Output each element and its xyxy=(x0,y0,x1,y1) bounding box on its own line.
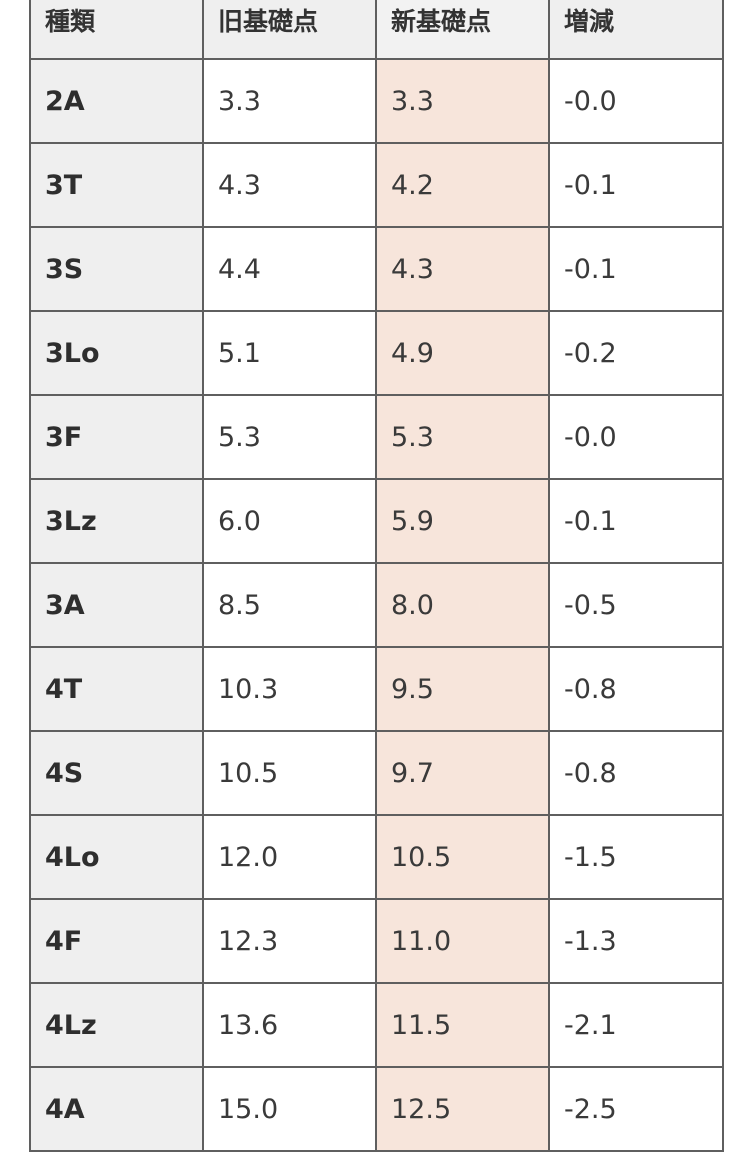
cell-new-base-value: 12.5 xyxy=(375,1066,550,1152)
cell-old-base-value: 8.5 xyxy=(202,562,377,648)
cell-old-base-value: 5.1 xyxy=(202,310,377,396)
table-row: 4Lz 13.6 11.5 -2.1 xyxy=(29,982,724,1068)
cell-type: 4Lz xyxy=(29,982,204,1068)
cell-new-base-value: 10.5 xyxy=(375,814,550,900)
header-old-base-value: 旧基礎点 xyxy=(202,0,377,60)
cell-change: -0.1 xyxy=(548,478,724,564)
table-row: 4Lo 12.0 10.5 -1.5 xyxy=(29,814,724,900)
cell-change: -1.5 xyxy=(548,814,724,900)
table-row: 4S 10.5 9.7 -0.8 xyxy=(29,730,724,816)
cell-type: 3S xyxy=(29,226,204,312)
table-row: 3Lo 5.1 4.9 -0.2 xyxy=(29,310,724,396)
cell-new-base-value: 9.7 xyxy=(375,730,550,816)
table-row: 3T 4.3 4.2 -0.1 xyxy=(29,142,724,228)
cell-new-base-value: 11.0 xyxy=(375,898,550,984)
cell-old-base-value: 3.3 xyxy=(202,58,377,144)
cell-type: 3F xyxy=(29,394,204,480)
cell-new-base-value: 9.5 xyxy=(375,646,550,732)
cell-change: -0.5 xyxy=(548,562,724,648)
cell-type: 3Lo xyxy=(29,310,204,396)
cell-change: -2.1 xyxy=(548,982,724,1068)
cell-type: 2A xyxy=(29,58,204,144)
cell-type: 3T xyxy=(29,142,204,228)
header-new-base-value: 新基礎点 xyxy=(375,0,550,60)
table-header-row: 種類 旧基礎点 新基礎点 増減 xyxy=(29,0,724,60)
table-row: 3S 4.4 4.3 -0.1 xyxy=(29,226,724,312)
cell-new-base-value: 8.0 xyxy=(375,562,550,648)
cell-change: -2.5 xyxy=(548,1066,724,1152)
cell-type: 4A xyxy=(29,1066,204,1152)
cell-type: 3A xyxy=(29,562,204,648)
cell-new-base-value: 5.3 xyxy=(375,394,550,480)
cell-old-base-value: 4.4 xyxy=(202,226,377,312)
cell-new-base-value: 3.3 xyxy=(375,58,550,144)
cell-change: -0.1 xyxy=(548,142,724,228)
cell-new-base-value: 11.5 xyxy=(375,982,550,1068)
cell-change: -0.1 xyxy=(548,226,724,312)
table-body: 2A 3.3 3.3 -0.0 3T 4.3 4.2 -0.1 3S 4.4 4.3 -0.1 3Lo 5… xyxy=(29,58,724,1152)
cell-new-base-value: 4.3 xyxy=(375,226,550,312)
cell-new-base-value: 4.2 xyxy=(375,142,550,228)
cell-old-base-value: 10.5 xyxy=(202,730,377,816)
cell-type: 4S xyxy=(29,730,204,816)
cell-old-base-value: 5.3 xyxy=(202,394,377,480)
cell-change: -0.8 xyxy=(548,730,724,816)
table-row: 4A 15.0 12.5 -2.5 xyxy=(29,1066,724,1152)
header-change: 増減 xyxy=(548,0,724,60)
cell-change: -0.0 xyxy=(548,58,724,144)
cell-new-base-value: 5.9 xyxy=(375,478,550,564)
table-row: 4T 10.3 9.5 -0.8 xyxy=(29,646,724,732)
cell-old-base-value: 12.0 xyxy=(202,814,377,900)
cell-old-base-value: 4.3 xyxy=(202,142,377,228)
cell-old-base-value: 10.3 xyxy=(202,646,377,732)
jump-score-table-container: 種類 旧基礎点 新基礎点 増減 2A 3.3 3.3 -0.0 3T 4.3 4.2 -0.1… xyxy=(29,0,724,1152)
cell-type: 4Lo xyxy=(29,814,204,900)
table-row: 4F 12.3 11.0 -1.3 xyxy=(29,898,724,984)
table-row: 3A 8.5 8.0 -0.5 xyxy=(29,562,724,648)
cell-change: -0.2 xyxy=(548,310,724,396)
header-type: 種類 xyxy=(29,0,204,60)
cell-type: 4F xyxy=(29,898,204,984)
cell-old-base-value: 12.3 xyxy=(202,898,377,984)
table-row: 2A 3.3 3.3 -0.0 xyxy=(29,58,724,144)
table-row: 3F 5.3 5.3 -0.0 xyxy=(29,394,724,480)
cell-type: 4T xyxy=(29,646,204,732)
cell-old-base-value: 13.6 xyxy=(202,982,377,1068)
jump-score-table: 種類 旧基礎点 新基礎点 増減 2A 3.3 3.3 -0.0 3T 4.3 4.2 -0.1… xyxy=(29,0,724,1152)
cell-change: -0.8 xyxy=(548,646,724,732)
table-row: 3Lz 6.0 5.9 -0.1 xyxy=(29,478,724,564)
cell-change: -1.3 xyxy=(548,898,724,984)
cell-change: -0.0 xyxy=(548,394,724,480)
cell-old-base-value: 15.0 xyxy=(202,1066,377,1152)
cell-type: 3Lz xyxy=(29,478,204,564)
cell-new-base-value: 4.9 xyxy=(375,310,550,396)
cell-old-base-value: 6.0 xyxy=(202,478,377,564)
